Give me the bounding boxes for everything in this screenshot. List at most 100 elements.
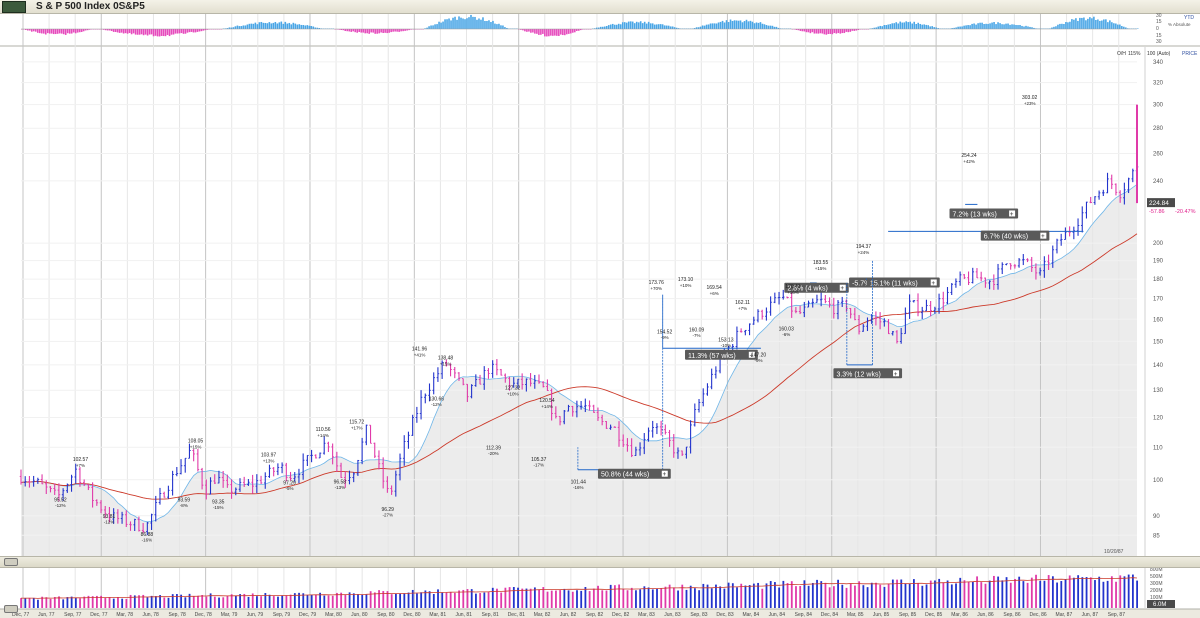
ytd-bar [1077,20,1079,29]
ytd-bar [745,19,748,29]
period-label-box[interactable]: 3.3% (12 wks) + [833,368,903,379]
chart-thumbnail-icon[interactable] [2,1,26,13]
volume-bar [811,582,814,608]
svg-text:108.05: 108.05 [188,439,204,445]
svg-text:183.55: 183.55 [813,260,829,266]
pivot-label: 120.54+14% [539,398,555,409]
period-label-box[interactable]: 6.7% (40 wks) + [980,230,1050,241]
volume-bar [613,585,616,608]
period-label-box[interactable]: 2.8% (4 wks) + [784,282,849,293]
volume-panel-collapse-icon[interactable] [4,558,18,566]
favorite-star-icon[interactable]: ☆ [121,1,130,11]
ytd-bar [1063,24,1065,29]
scale-label[interactable]: 100 (Auto) [1147,51,1171,57]
period-label-box[interactable]: 15.1% (11 wks) + [866,277,940,288]
pct-label[interactable]: 115% [1128,51,1141,57]
volume-bar [748,585,751,608]
volume-bar [723,588,726,608]
volume-bar [1043,580,1046,608]
ytd-bar [408,29,410,31]
svg-text:+: + [932,281,936,287]
ohlc-bar [1072,226,1076,240]
ohlc-bar [116,509,120,524]
ytd-bar [144,29,147,35]
ytd-bar [238,26,241,29]
svg-text:-5%: -5% [286,486,294,491]
price-label[interactable]: PRICE [1182,51,1198,57]
ytd-bar [248,23,251,29]
ytd-bar [386,29,388,34]
period-label-box[interactable]: 50.8% (44 wks) + [597,468,671,479]
volume-bar [20,598,22,608]
ohlc-bar [19,469,23,485]
ytd-bar [352,29,355,32]
expand-icon[interactable] [1009,210,1016,217]
ytd-bar [140,29,143,35]
ytd-bar [907,22,910,29]
volume-bar [1022,581,1025,608]
ytd-bar [364,29,366,34]
volume-bar [1123,576,1126,608]
pivot-label: 105.37-17% [531,457,547,468]
ohlc-bar [175,466,179,477]
volume-bar [483,592,486,608]
expand-icon[interactable] [1040,232,1047,239]
volume-bar [786,583,789,608]
ohlc-bar [845,299,848,312]
expand-icon[interactable] [930,279,937,286]
ohlc-bar [1080,206,1084,233]
ytd-bar [655,24,658,29]
ytd-bar [396,29,398,32]
volume-bar [146,597,149,608]
ytd-bar [320,28,323,29]
ytd-bar [294,23,297,29]
bottom-panel-handle-icon[interactable] [4,605,18,613]
pivot-label: 303.02+23% [1022,95,1038,106]
ytd-bar [80,29,83,32]
volume-bar [382,591,385,608]
volume-bar [125,598,128,608]
volume-bar [251,593,254,608]
pivot-label: 95.52-12% [54,497,67,508]
ohlc-bar [381,457,385,489]
ohlc-bar [129,521,132,531]
ohlc-bar [352,472,355,483]
volume-bar [441,592,444,608]
ytd-bar [771,25,774,29]
expand-icon[interactable] [839,284,846,291]
period-label-box[interactable]: 11.3% (57 wks) + [685,349,758,360]
pivot-label: 110.56+14% [316,427,331,438]
ytd-bar [382,29,384,33]
ytd-bar [400,29,402,32]
svg-text:-15%: -15% [213,505,224,510]
x-tick-label: Jun, 86 [977,612,994,618]
ytd-bar [102,29,105,30]
volume-bar [74,598,77,608]
ytd-bar [148,29,151,35]
volume-bar [373,592,376,608]
period-label-box[interactable]: 7.2% (13 wks) + [949,208,1019,219]
ohlc-bar [242,476,246,487]
volume-bar [458,590,460,608]
ytd-bar [969,25,971,29]
oh-label[interactable]: O/H [1117,51,1126,57]
expand-icon[interactable] [893,370,900,377]
ohlc-bar [781,289,785,300]
volume-bar [744,585,747,608]
ohlc-bar [407,431,410,449]
expand-icon[interactable] [748,351,755,358]
ytd-bar [34,29,37,32]
expand-icon[interactable] [661,470,668,477]
ohlc-bar [925,299,928,312]
ytd-bar [1097,19,1099,29]
y-tick-label: 320 [1153,81,1164,87]
volume-bar [256,596,258,608]
volume-bar [487,592,490,608]
volume-bar [491,587,494,608]
ytd-bar [202,29,205,31]
ohlc-bar [920,306,924,319]
ohlc-bar [600,414,604,426]
x-tick-label: Dec, 83 [716,612,733,618]
ohlc-bar [861,324,865,332]
